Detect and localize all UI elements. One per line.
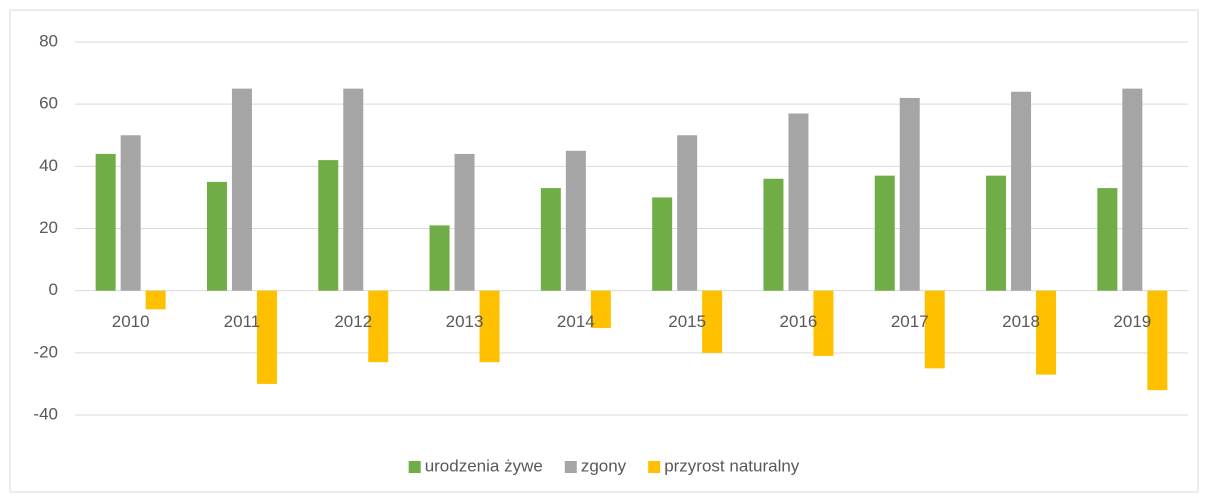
bar: [231, 88, 252, 291]
bar: [1011, 91, 1032, 291]
bar: [652, 197, 673, 291]
bar: [479, 290, 500, 363]
bar: [702, 290, 723, 353]
legend-swatch: [408, 461, 421, 473]
x-tick-label: 2012: [334, 312, 372, 331]
bar: [256, 290, 277, 384]
bar: [813, 290, 834, 356]
bar: [924, 290, 945, 369]
bar: [590, 290, 611, 328]
bar: [788, 113, 809, 291]
x-tick-label: 2015: [668, 312, 706, 331]
y-tick-label: 20: [39, 218, 58, 237]
y-tick-label: 40: [39, 156, 58, 175]
bar: [120, 135, 141, 291]
y-tick-label: -40: [33, 404, 58, 423]
bar: [540, 188, 561, 291]
bar: [95, 153, 116, 291]
bar: [343, 88, 364, 291]
bar: [1036, 290, 1057, 375]
x-tick-label: 2011: [224, 312, 261, 331]
y-tick-label: 80: [39, 31, 58, 50]
legend-label: urodzenia żywe: [425, 456, 543, 475]
bar: [677, 135, 698, 291]
bar: [206, 181, 227, 291]
bar: [986, 175, 1007, 291]
legend-label: przyrost naturalny: [664, 456, 800, 475]
x-tick-label: 2017: [891, 312, 929, 331]
bar: [899, 97, 920, 291]
y-tick-label: -20: [33, 342, 58, 361]
bar: [429, 225, 450, 291]
x-tick-label: 2013: [446, 312, 484, 331]
bar: [1097, 188, 1118, 291]
x-tick-label: 2016: [780, 312, 818, 331]
x-tick-label: 2018: [1002, 312, 1040, 331]
x-tick-label: 2019: [1113, 312, 1151, 331]
bar: [763, 178, 784, 291]
y-tick-label: 0: [49, 280, 58, 299]
y-tick-label: 60: [39, 94, 58, 113]
x-tick-label: 2014: [557, 312, 595, 331]
bar: [565, 150, 586, 291]
bar: [368, 290, 389, 363]
bar: [1122, 88, 1143, 291]
legend-swatch: [648, 461, 661, 473]
bar: [145, 290, 166, 310]
bar: [454, 153, 475, 291]
x-tick-label: 2010: [112, 312, 150, 331]
bar: [318, 160, 339, 291]
legend-swatch: [564, 461, 577, 473]
bar: [1147, 290, 1168, 391]
bar: [874, 175, 895, 291]
legend-label: zgony: [581, 456, 627, 475]
